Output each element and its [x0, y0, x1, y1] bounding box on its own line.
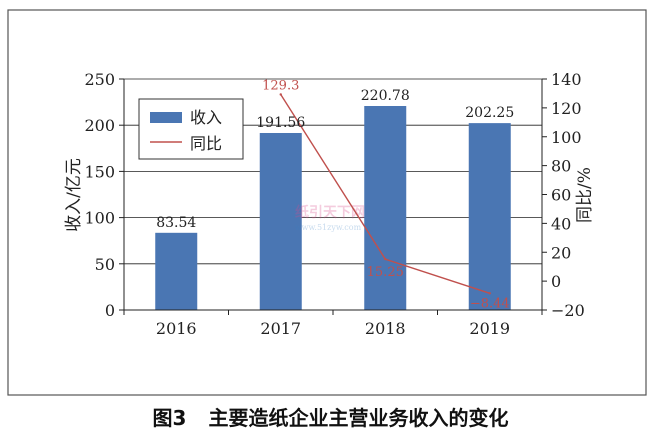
- y-tick-label: 0: [105, 301, 115, 320]
- chart: 纸引天下网 www.51zyw.com 0 50 100 150 200 250 −20 0 2…: [7, 9, 647, 396]
- yoy-point: [279, 93, 282, 96]
- yoy-value-label: −8.44: [470, 296, 510, 311]
- y2-tick-label: 40: [551, 214, 571, 233]
- legend-box: [138, 98, 244, 160]
- watermark-url: www.51zyw.com: [295, 223, 362, 232]
- bar: [364, 105, 407, 310]
- watermark-text: 纸引天下网: [295, 204, 365, 221]
- chart-frame: [7, 9, 647, 396]
- yoy-value-label: 15.25: [367, 265, 404, 280]
- y2-tick-label: 140: [551, 70, 582, 89]
- y-tick-label: 100: [84, 209, 115, 228]
- y2-tick-label: 0: [551, 272, 561, 291]
- y2-tick-label: 100: [551, 128, 582, 147]
- y2-tick-label: −20: [551, 301, 585, 320]
- legend-label-line: 同比: [190, 134, 222, 153]
- y2-axis-title: 同比/%: [575, 167, 595, 223]
- bar-value-label: 202.25: [465, 105, 514, 121]
- y-tick-label: 50: [95, 255, 115, 274]
- watermark: 纸引天下网 www.51zyw.com: [295, 204, 365, 232]
- yoy-value-label: 129.3: [262, 78, 299, 93]
- y2-tick-label: 60: [551, 186, 571, 205]
- bar: [155, 232, 198, 310]
- y2-tick-label: 20: [551, 243, 571, 262]
- y-tick-label: 150: [84, 162, 115, 181]
- x-tick-label: 2017: [260, 319, 301, 338]
- figure-title: 主要造纸企业主营业务收入的变化: [208, 406, 509, 430]
- yoy-point: [384, 257, 387, 261]
- figure-number: 图3: [152, 406, 187, 430]
- y2-tick-label: 80: [551, 157, 571, 176]
- y2-tick-label: 120: [551, 99, 582, 118]
- x-tick-label: 2019: [469, 319, 510, 338]
- legend-label-bar: 收入: [190, 108, 222, 127]
- x-tick-label: 2016: [156, 319, 197, 338]
- y-tick-label: 250: [84, 70, 115, 89]
- y-tick-label: 200: [84, 116, 115, 135]
- bar-value-label: 191.56: [256, 115, 305, 131]
- figure-caption: 图3 主要造纸企业主营业务收入的变化: [0, 402, 661, 431]
- bar: [259, 132, 302, 310]
- legend: 收入 同比: [138, 98, 244, 160]
- bar-value-label: 220.78: [361, 88, 410, 104]
- yoy-point: [488, 292, 491, 295]
- bar-value-label: 83.54: [156, 215, 196, 231]
- y-axis-title: 收入/亿元: [64, 158, 84, 232]
- x-tick-label: 2018: [365, 319, 406, 338]
- legend-swatch-bar: [150, 112, 182, 123]
- bar: [468, 123, 511, 310]
